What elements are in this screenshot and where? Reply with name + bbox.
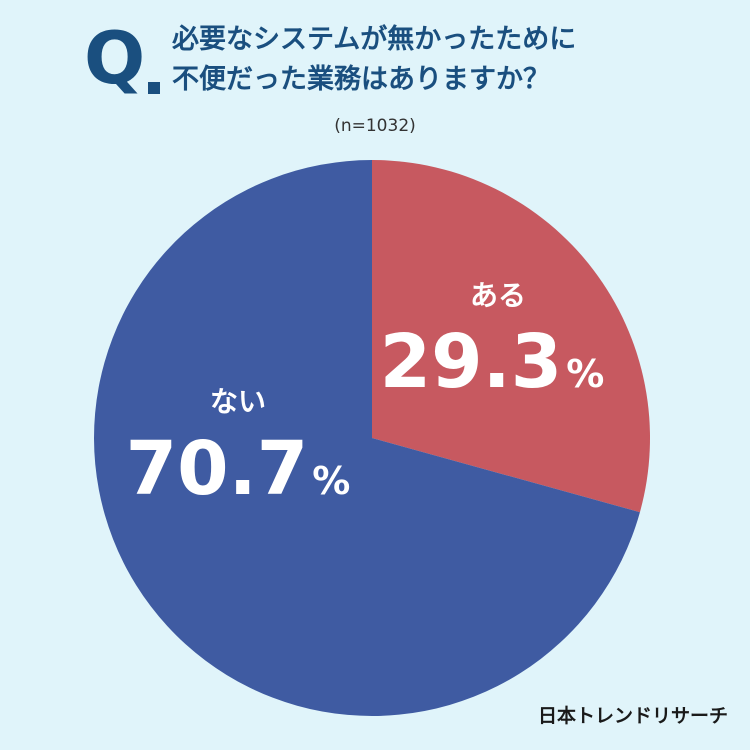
sample-size: (n=1032) — [334, 116, 416, 136]
slice-value-number-aru: 29.3 — [380, 319, 563, 405]
slice-value-nai: 70.7% — [126, 426, 351, 512]
question-title-line-2: 不便だった業務はありますか？ — [172, 64, 550, 95]
pie-slice-aru — [372, 160, 651, 513]
slice-value-aru: 29.3% — [380, 319, 605, 405]
question-mark: Q — [84, 16, 145, 100]
source-credit: 日本トレンドリサーチ — [537, 705, 728, 727]
slice-value-number-nai: 70.7 — [126, 426, 309, 512]
slice-value-unit-nai: % — [312, 459, 350, 503]
slice-label-nai: ない — [210, 385, 266, 418]
pie-slice-nai — [94, 160, 640, 716]
question-dot — [148, 82, 160, 94]
slice-value-unit-aru: % — [566, 352, 604, 396]
slice-label-aru: ある — [470, 279, 526, 312]
question-title-line-1: 必要なシステムが無かったために — [172, 24, 577, 55]
